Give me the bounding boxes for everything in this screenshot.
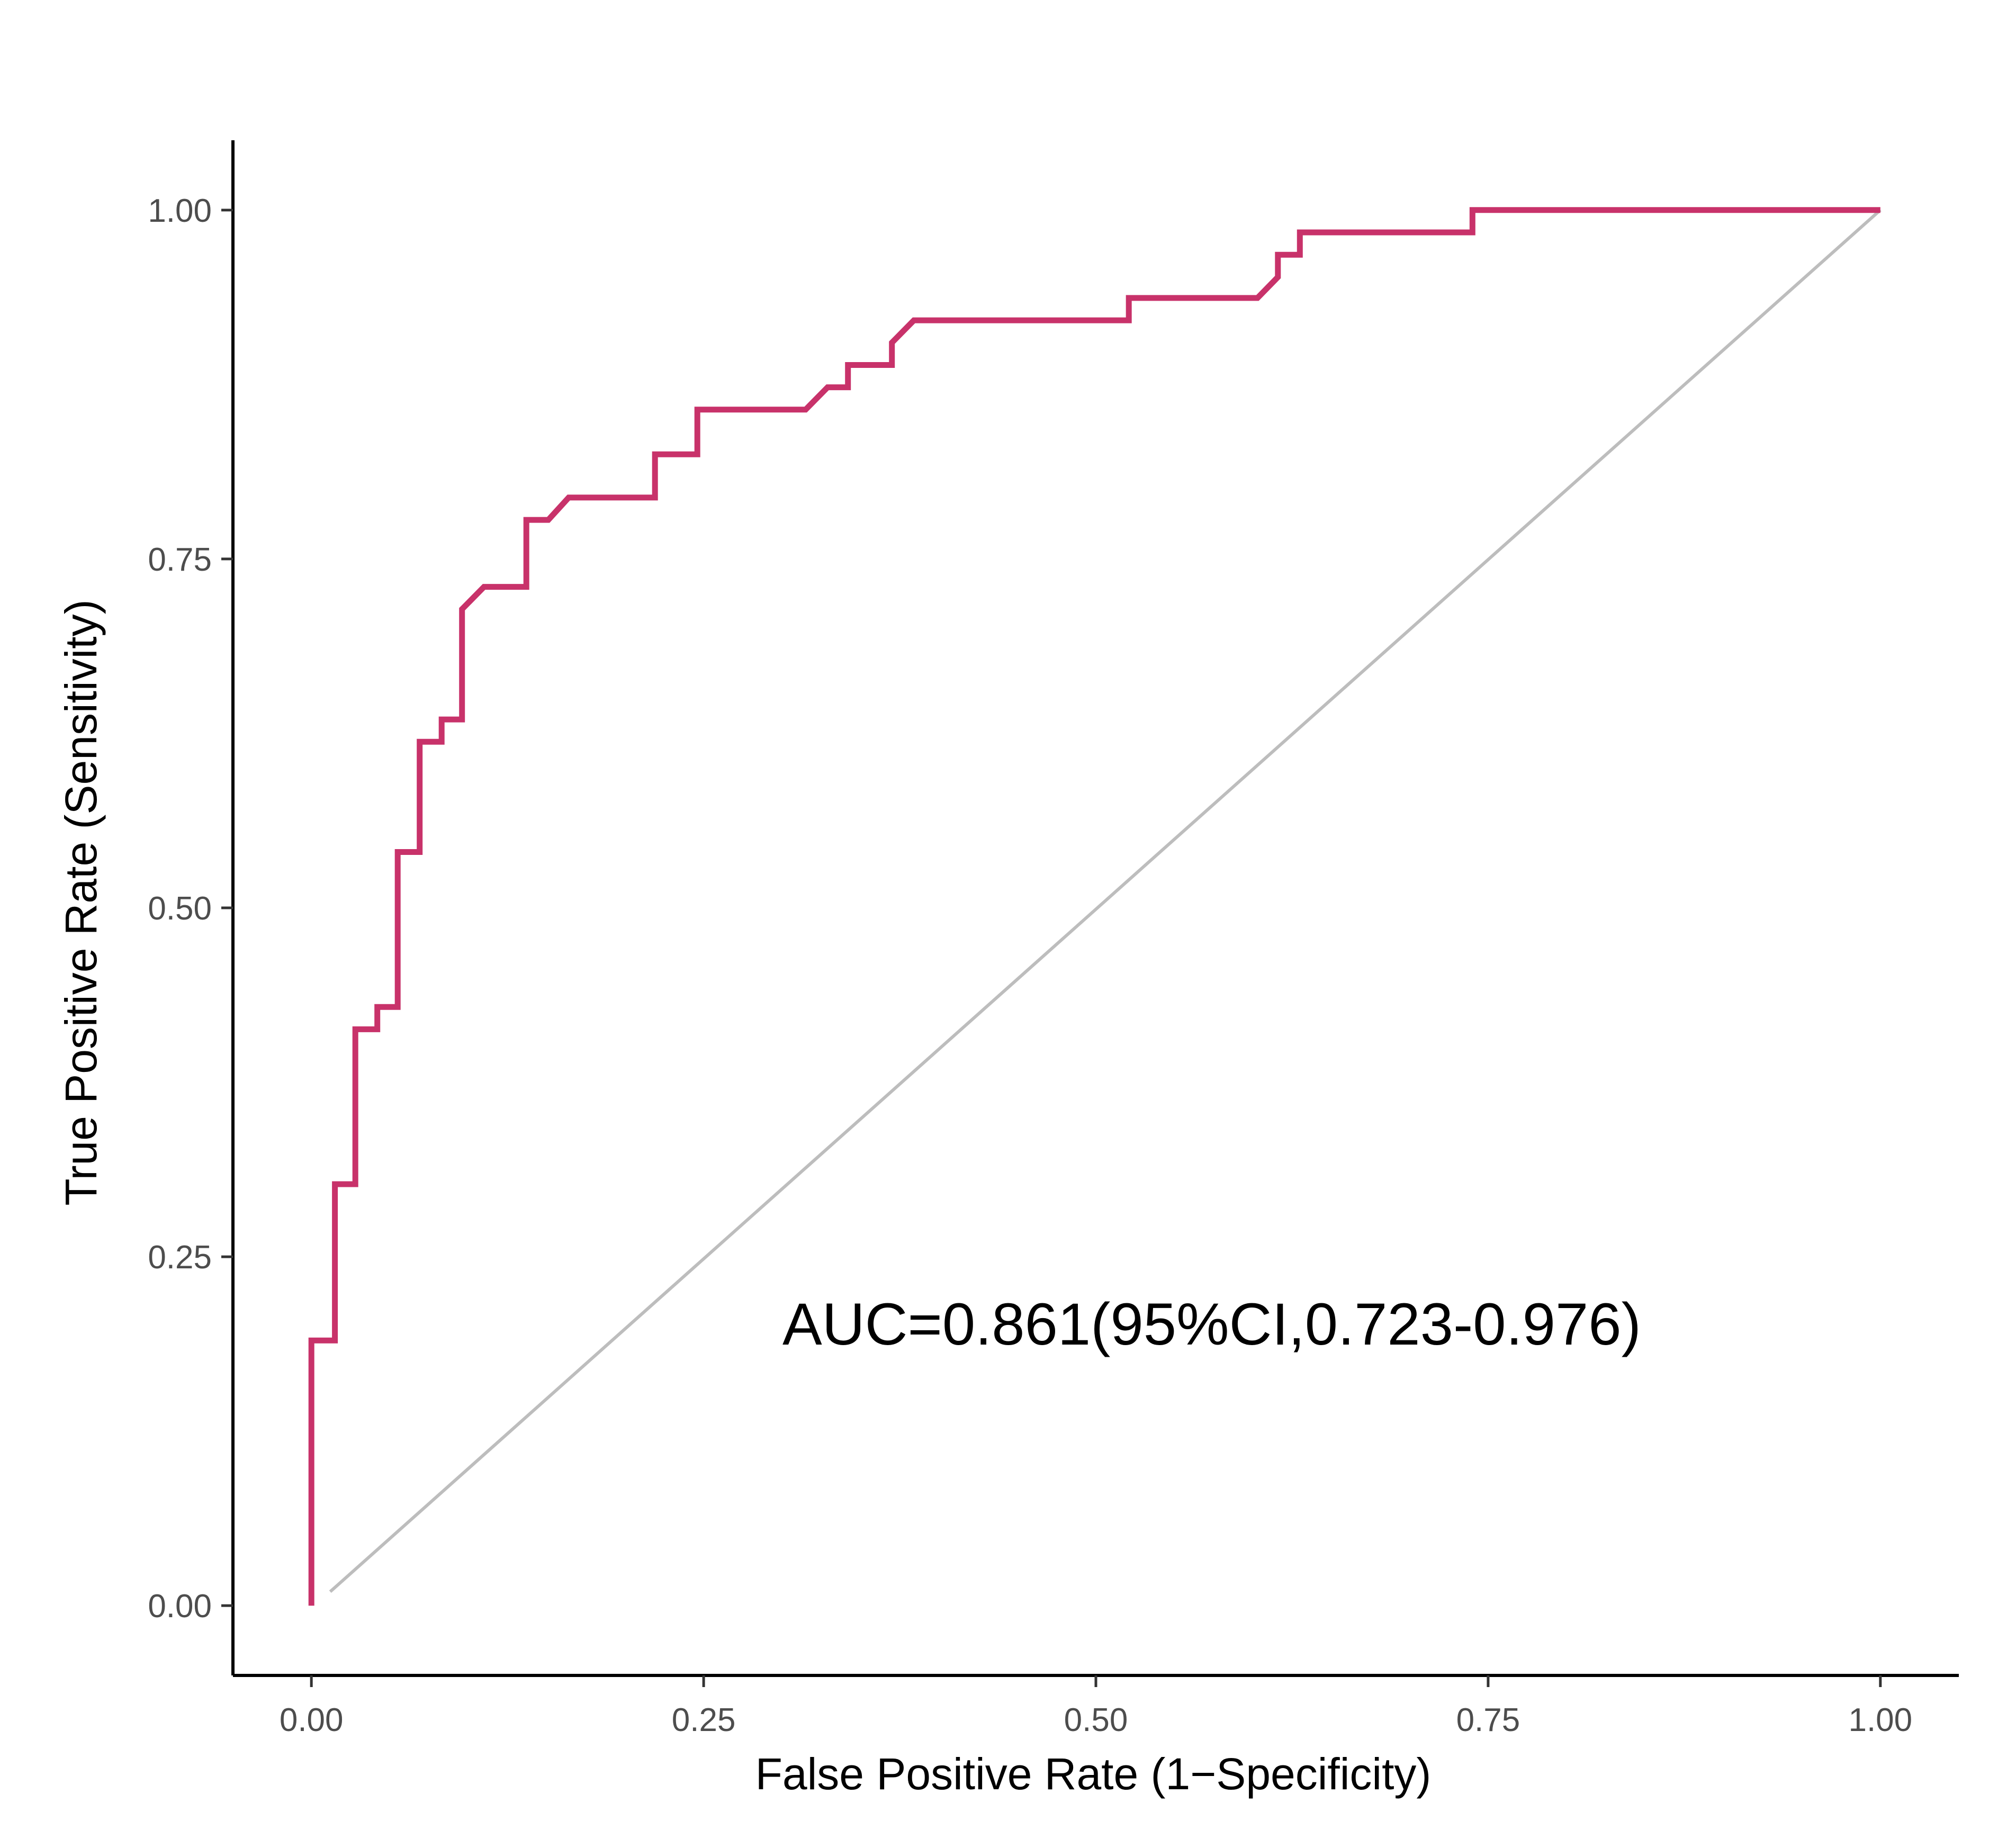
y-axis: 0.00 0.25 0.50 0.75 1.00 <box>148 140 235 1675</box>
x-tick-label: 1.00 <box>1848 1702 1912 1738</box>
x-axis: 0.00 0.25 0.50 0.75 1.00 <box>233 1674 1959 1738</box>
y-tick-label: 0.50 <box>148 890 212 927</box>
roc-curve-line <box>308 207 1880 1606</box>
auc-annotation: AUC=0.861(95%CI,0.723-0.976) <box>782 1291 1641 1357</box>
x-tick-label: 0.50 <box>1064 1702 1128 1738</box>
x-tick-label: 0.00 <box>280 1702 344 1738</box>
y-tick-label: 0.25 <box>148 1239 212 1276</box>
y-tick-label: 0.00 <box>148 1588 212 1625</box>
y-tick-label: 1.00 <box>148 193 212 229</box>
y-tick-label: 0.75 <box>148 542 212 578</box>
reference-diagonal-line <box>329 209 1882 1593</box>
plot-area <box>308 207 1882 1606</box>
y-axis-title: True Positive Rate (Sensitivity) <box>56 599 106 1205</box>
x-tick-label: 0.25 <box>672 1702 736 1738</box>
x-axis-title: False Positive Rate (1−Specificity) <box>755 1749 1432 1799</box>
x-tick-label: 0.75 <box>1456 1702 1520 1738</box>
